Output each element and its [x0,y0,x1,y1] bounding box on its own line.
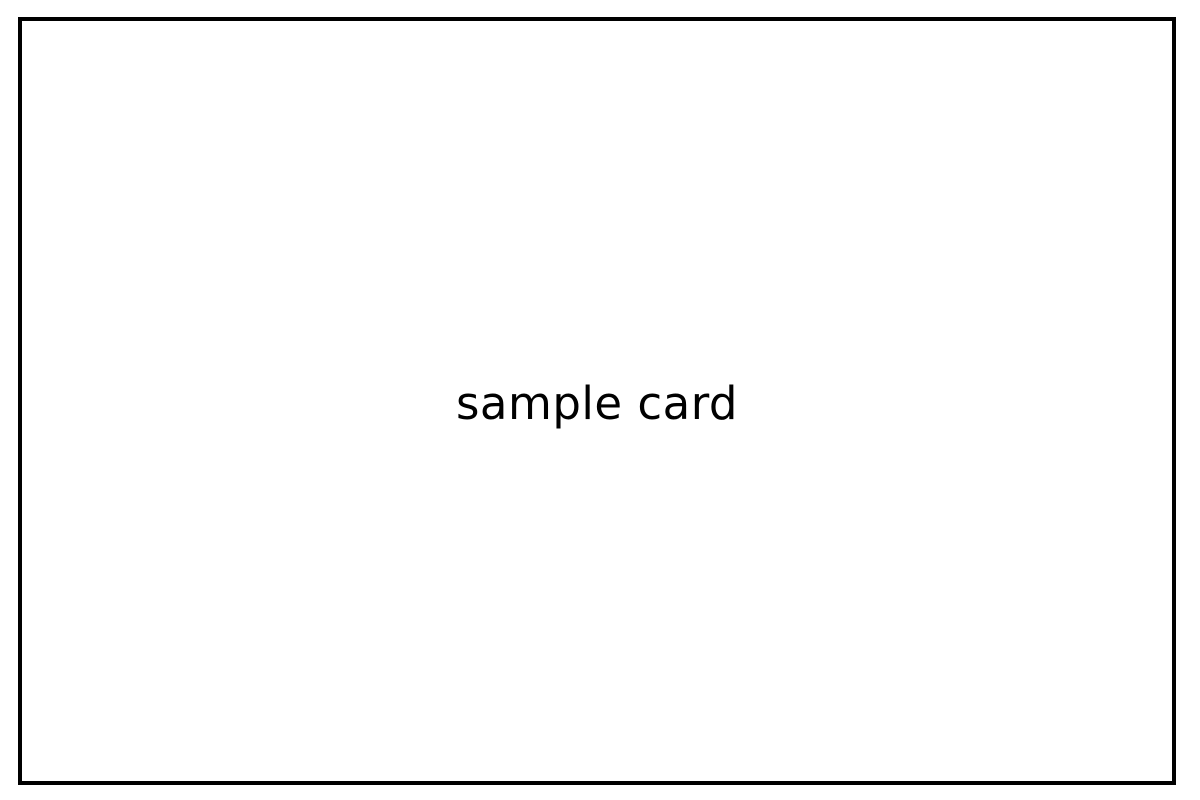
card-label: sample card [455,376,738,430]
sample-card: sample card [18,17,1176,785]
